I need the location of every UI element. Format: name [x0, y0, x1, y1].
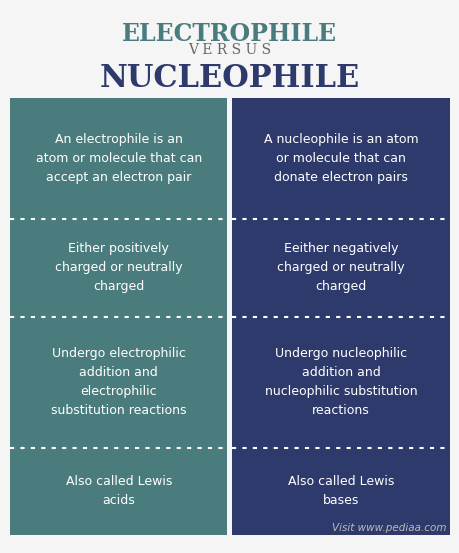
Bar: [10, 220, 227, 316]
Text: NUCLEOPHILE: NUCLEOPHILE: [100, 63, 359, 94]
Text: V E R S U S: V E R S U S: [188, 43, 271, 57]
Bar: [232, 98, 449, 220]
Bar: [232, 316, 449, 447]
Text: A nucleophile is an atom
or molecule that can
donate electron pairs: A nucleophile is an atom or molecule tha…: [263, 133, 418, 184]
Text: Also called Lewis
bases: Also called Lewis bases: [287, 475, 393, 507]
Text: Either positively
charged or neutrally
charged: Either positively charged or neutrally c…: [55, 242, 182, 294]
Bar: [10, 316, 227, 447]
Bar: [232, 447, 449, 535]
Text: Undergo nucleophilic
addition and
nucleophilic substitution
reactions: Undergo nucleophilic addition and nucleo…: [264, 347, 417, 417]
Bar: [10, 447, 227, 535]
Bar: [232, 220, 449, 316]
Text: ELECTROPHILE: ELECTROPHILE: [122, 22, 337, 46]
Text: Visit www.pediaa.com: Visit www.pediaa.com: [332, 523, 446, 533]
Text: Undergo electrophilic
addition and
electrophilic
substitution reactions: Undergo electrophilic addition and elect…: [51, 347, 186, 417]
Bar: [10, 98, 227, 220]
Text: Also called Lewis
acids: Also called Lewis acids: [66, 475, 172, 507]
Text: Eeither negatively
charged or neutrally
charged: Eeither negatively charged or neutrally …: [277, 242, 404, 294]
Text: An electrophile is an
atom or molecule that can
accept an electron pair: An electrophile is an atom or molecule t…: [35, 133, 202, 184]
